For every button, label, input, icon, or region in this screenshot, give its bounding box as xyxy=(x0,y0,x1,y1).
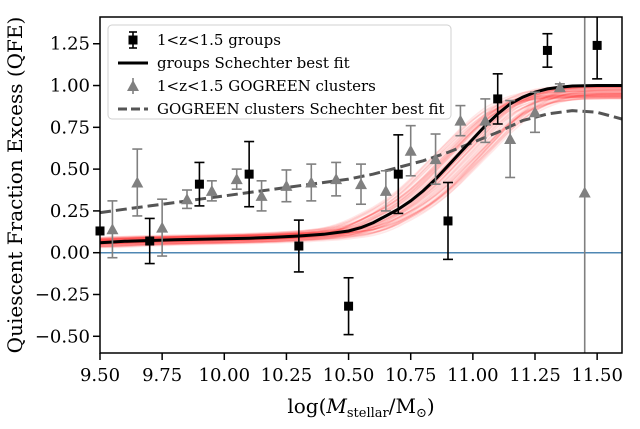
gogreen-triangle-marker xyxy=(553,81,566,93)
gogreen-triangle-marker xyxy=(379,184,392,196)
group-square-marker xyxy=(493,94,503,104)
gogreen-triangle-marker xyxy=(330,173,343,185)
x-tick-label: 11.00 xyxy=(447,365,499,386)
legend-gogreen-marker xyxy=(127,80,139,91)
y-tick-label: 0.00 xyxy=(50,243,90,264)
gogreen-triangle-marker xyxy=(230,173,243,185)
group-square-marker xyxy=(145,236,155,246)
gogreen-triangle-marker xyxy=(504,133,517,145)
y-tick-label: 0.25 xyxy=(50,201,90,222)
x-tick-label: 11.25 xyxy=(509,365,561,386)
legend: 1<z<1.5 groups groups Schechter best fit 1… xyxy=(107,24,452,120)
legend-label-groups: 1<z<1.5 groups xyxy=(157,31,281,49)
group-square-marker xyxy=(344,301,354,311)
x-tick-label: 10.75 xyxy=(385,365,437,386)
legend-label-groups-fit: groups Schechter best fit xyxy=(157,54,350,72)
x-tick-label: 10.25 xyxy=(261,365,313,386)
y-tick-label: −0.50 xyxy=(35,326,90,347)
gogreen-triangle-marker xyxy=(578,186,591,198)
group-square-marker xyxy=(194,179,204,189)
x-axis-ticks: 9.50 9.75 10.00 10.25 10.50 10.75 11.00 11.25 11… xyxy=(80,353,623,386)
gogreen-triangle-marker xyxy=(205,184,218,196)
x-tick-label: 9.50 xyxy=(80,365,120,386)
group-square-marker xyxy=(294,241,304,251)
y-axis-ticks: −0.50 −0.25 0.00 0.25 0.50 0.75 1.00 1.25 xyxy=(35,34,100,347)
gogreen-triangle-marker xyxy=(156,221,169,233)
posterior-draw-line xyxy=(100,84,622,239)
posterior-draw-line xyxy=(100,86,622,241)
y-tick-label: 0.75 xyxy=(50,117,90,138)
group-square-marker xyxy=(592,40,602,50)
group-square-marker xyxy=(443,216,453,226)
gogreen-triangle-marker xyxy=(181,193,193,205)
gogreen-triangle-marker xyxy=(355,178,367,190)
x-tick-label: 10.50 xyxy=(323,365,375,386)
gogreen-triangle-marker xyxy=(404,144,417,156)
y-axis-label: Quiescent Fraction Excess (QFE) xyxy=(3,17,27,354)
legend-groups-marker xyxy=(128,35,138,45)
gogreen-triangle-marker xyxy=(429,153,442,165)
gogreen-triangle-marker xyxy=(479,114,492,126)
gogreen-triangle-marker xyxy=(280,179,293,191)
group-square-marker xyxy=(393,169,403,179)
y-tick-label: 1.25 xyxy=(50,34,90,55)
group-square-marker xyxy=(542,45,552,55)
gogreen-triangle-marker xyxy=(131,176,144,188)
legend-label-gogreen: 1<z<1.5 GOGREEN clusters xyxy=(157,77,376,95)
gogreen-triangle-marker xyxy=(529,106,541,118)
legend-box xyxy=(107,24,452,120)
group-square-marker xyxy=(244,169,254,179)
plot-frame xyxy=(99,16,623,354)
gogreen-triangle-marker xyxy=(106,223,119,235)
legend-label-gogreen-fit: GOGREEN clusters Schechter best fit xyxy=(157,100,445,118)
gogreen-triangle-marker xyxy=(454,114,467,126)
y-tick-label: −0.25 xyxy=(35,284,90,305)
y-tick-label: 1.00 xyxy=(50,76,90,97)
x-tick-label: 9.75 xyxy=(142,365,182,386)
x-tick-label: 11.50 xyxy=(571,365,623,386)
gogreen-triangle-marker xyxy=(305,176,318,188)
y-tick-label: 0.50 xyxy=(50,159,90,180)
gogreen-triangle-marker xyxy=(255,189,268,201)
x-axis-label: log(Mstellar/M⊙) xyxy=(287,394,434,421)
x-tick-label: 10.00 xyxy=(199,365,251,386)
